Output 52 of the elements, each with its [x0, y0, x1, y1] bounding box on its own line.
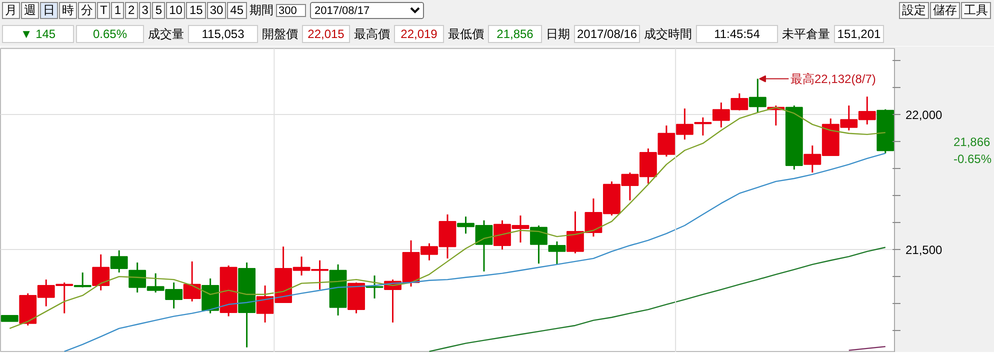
y-tick-label: 21,500 — [906, 243, 943, 258]
text: 11:45:54 — [696, 25, 778, 43]
candlestick — [548, 240, 566, 266]
text: 時 — [59, 2, 77, 20]
text: 45 — [227, 2, 247, 20]
candlestick — [110, 250, 128, 274]
text: 5 — [152, 2, 166, 20]
text: 21,856 — [488, 25, 542, 43]
text: 3 — [138, 2, 152, 20]
text: 15 — [186, 2, 206, 20]
line-series — [428, 246, 886, 352]
candlestick — [530, 224, 548, 264]
text: 115,053 — [188, 25, 258, 43]
text: 設定 — [899, 2, 929, 20]
text: 21,866 -0.65% — [954, 135, 992, 166]
line-series — [9, 106, 886, 330]
text: 儲存 — [930, 2, 960, 20]
text: 2 — [125, 2, 138, 20]
candlestick — [183, 260, 201, 302]
text: 1 — [111, 2, 124, 20]
text: ▼ 145 — [2, 25, 74, 43]
text: 151,201 — [834, 25, 884, 43]
text: 成交時間 — [643, 26, 693, 42]
text: 月 — [2, 2, 20, 20]
text: 最高價 — [353, 26, 391, 42]
text: 2017/08/16 — [574, 25, 640, 43]
candlestick — [748, 78, 766, 114]
text: 分 — [78, 2, 96, 20]
line-series — [64, 152, 886, 352]
text: 22,019 — [394, 25, 444, 43]
text: T — [97, 2, 110, 20]
candlestick — [694, 116, 712, 136]
text: 日 — [40, 2, 58, 20]
annotation: 最高22,132(8/7) — [790, 72, 876, 86]
text: 期間 — [250, 2, 274, 20]
candlestick — [74, 272, 92, 288]
text: 開盤價 — [261, 26, 299, 42]
candlestick — [366, 274, 384, 300]
candlestick — [92, 254, 110, 292]
text: 日期 — [545, 26, 571, 42]
text: 週 — [21, 2, 39, 20]
text: 30 — [206, 2, 226, 20]
text: 0.65% — [76, 25, 144, 43]
text: 22,015 — [302, 25, 350, 43]
text: 未平倉量 — [781, 26, 831, 42]
text: 成交量 — [147, 26, 185, 42]
text: 300 — [276, 4, 306, 18]
text: 2017/08/17 — [310, 2, 424, 20]
text: 10 — [166, 2, 186, 20]
text: 最低價 — [447, 26, 485, 42]
text: 工具 — [961, 2, 991, 20]
y-tick-label: 22,000 — [906, 108, 943, 122]
